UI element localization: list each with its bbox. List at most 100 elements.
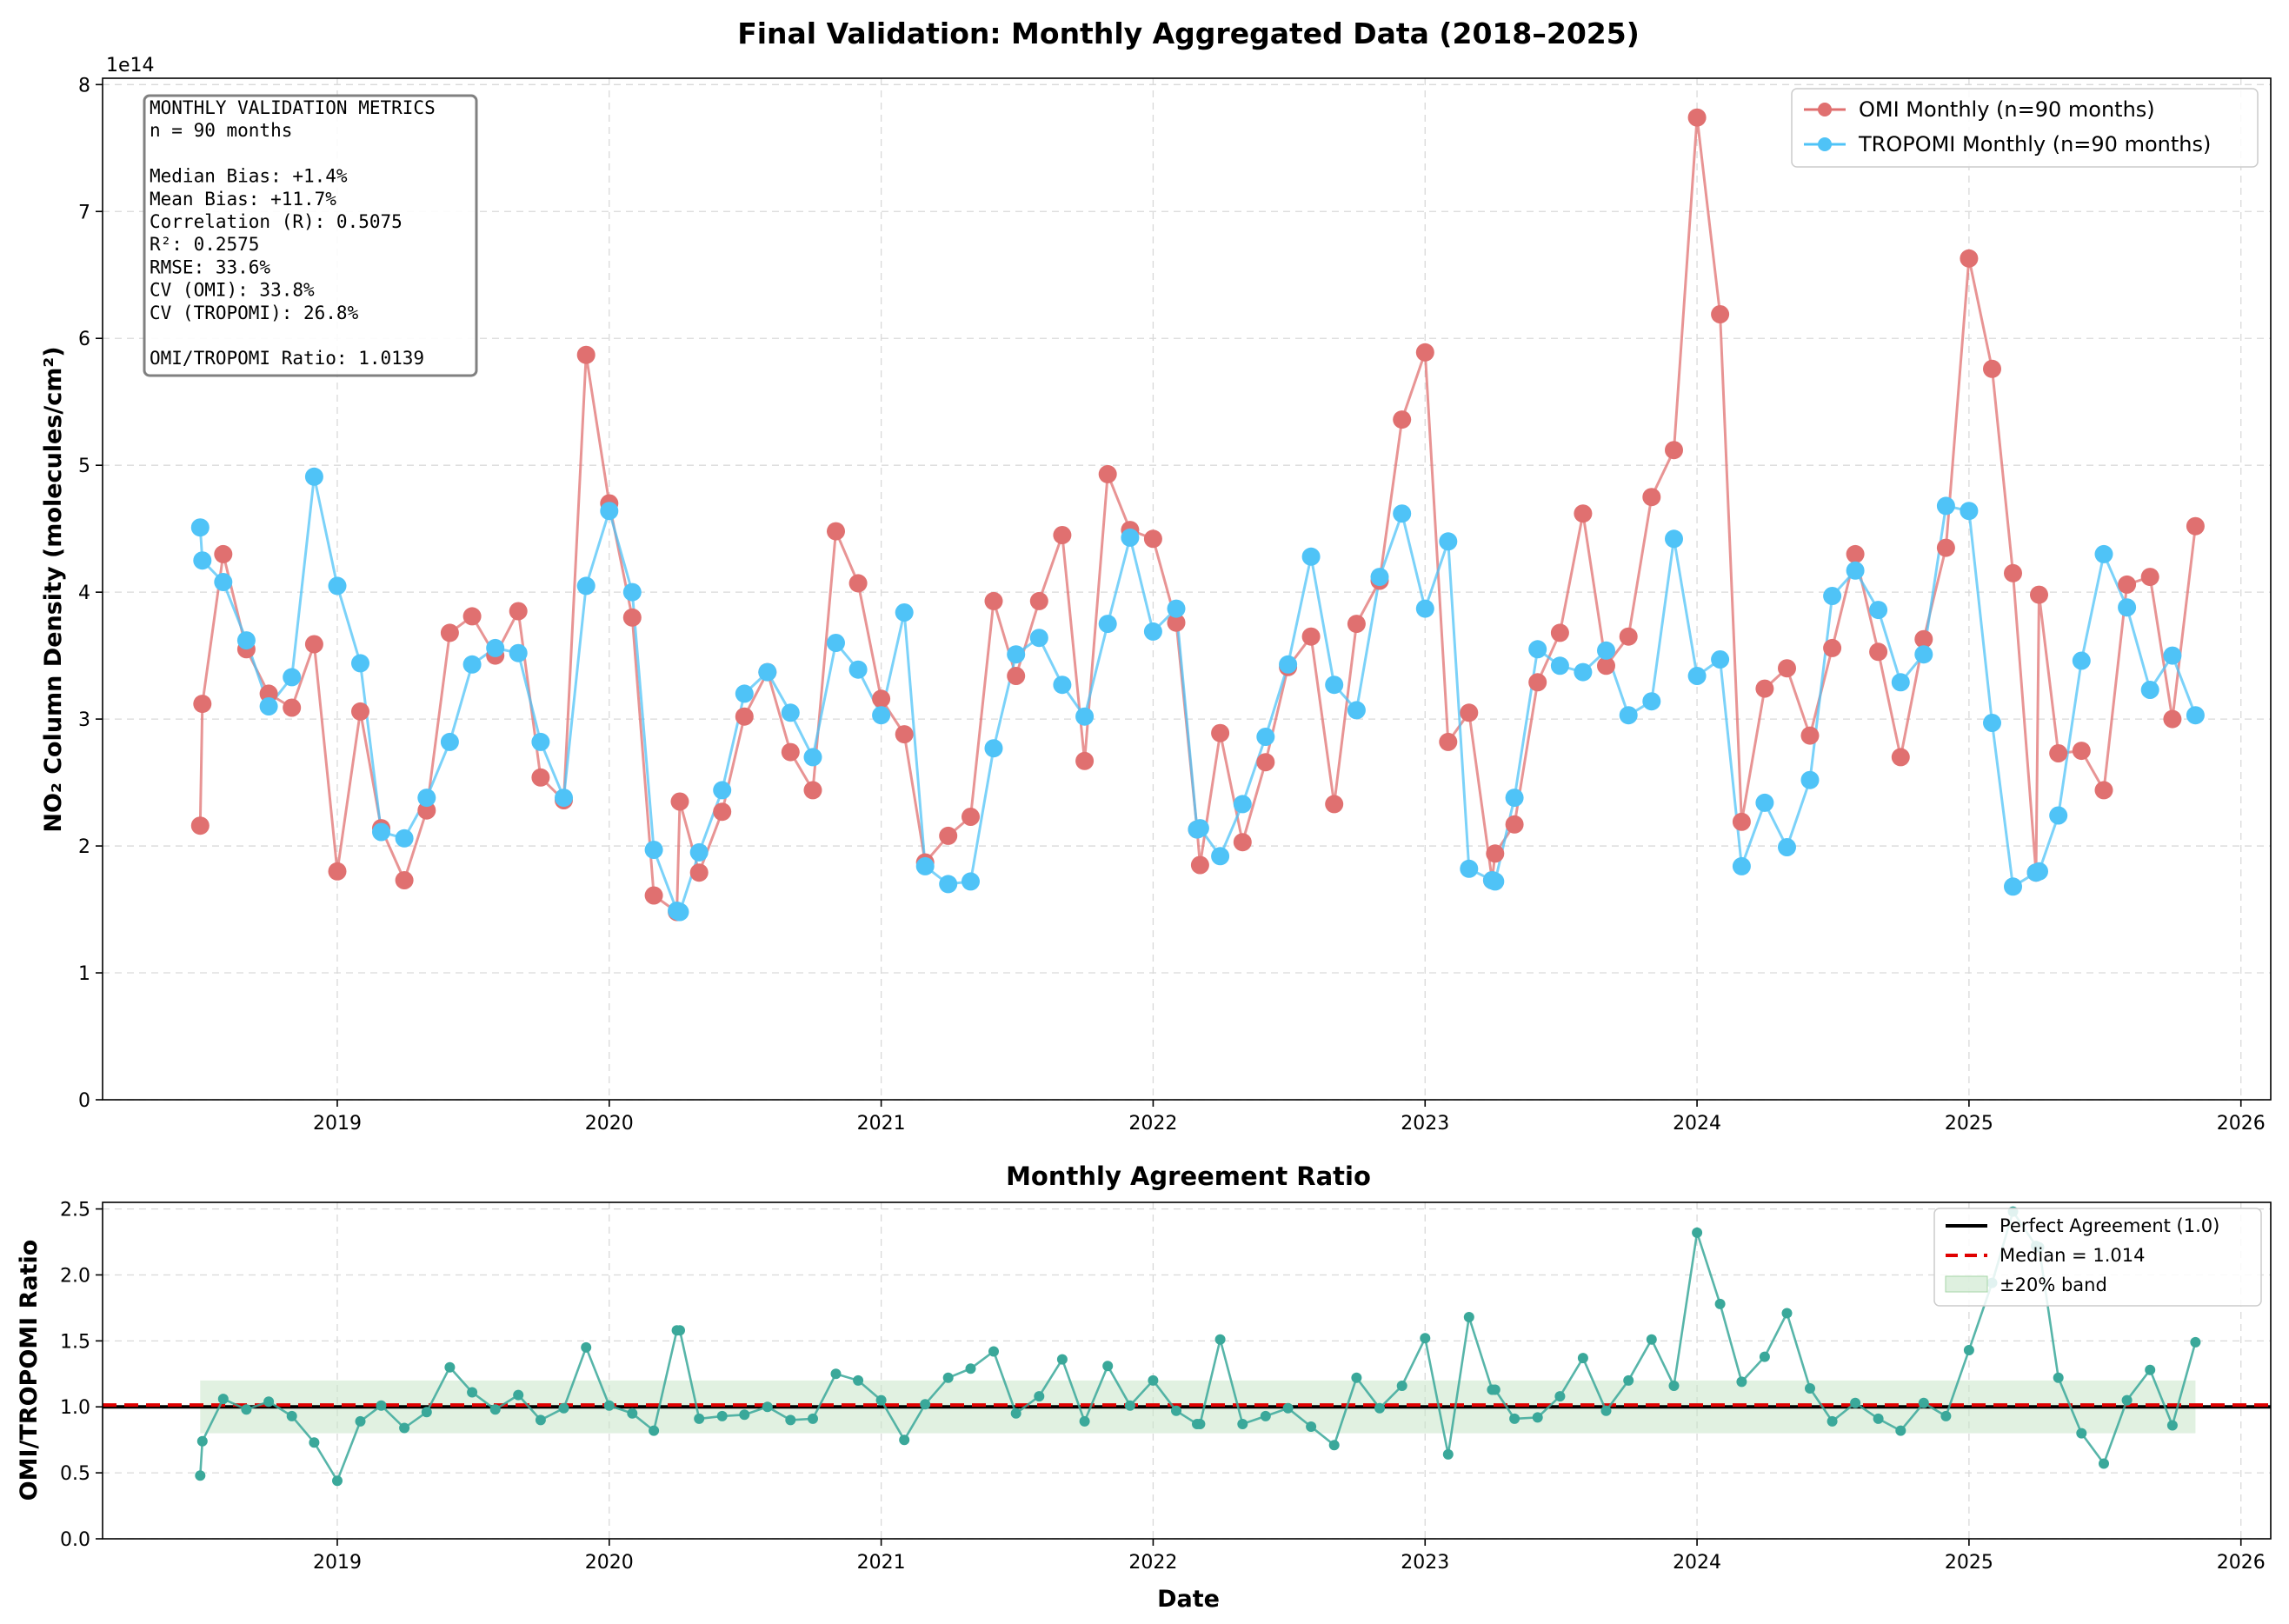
tropomi-point [644, 841, 663, 859]
top-chart-title: Final Validation: Monthly Aggregated Dat… [737, 17, 1640, 50]
tropomi-point [1755, 793, 1774, 812]
ratio-point [1623, 1374, 1634, 1386]
ratio-point [1532, 1412, 1543, 1423]
omi-point [1846, 544, 1865, 563]
omi-point [872, 689, 891, 709]
tropomi-point [1869, 601, 1888, 620]
tropomi-point [1891, 673, 1910, 692]
omi-point [1439, 732, 1458, 751]
omi-point [440, 623, 459, 642]
omi-point [1528, 673, 1547, 692]
omi-point [1233, 833, 1252, 852]
omi-point [2094, 781, 2113, 800]
tropomi-point [395, 829, 414, 848]
ratio-point [2145, 1364, 2156, 1375]
top-y-tick-label: 3 [78, 709, 90, 731]
metrics-line: Correlation (R): 0.5075 [150, 211, 403, 232]
ratio-point [739, 1409, 750, 1421]
ratio-point [875, 1394, 887, 1406]
top-y-tick-label: 8 [78, 75, 90, 97]
tropomi-point [1370, 568, 1389, 587]
ratio-point [217, 1394, 229, 1405]
omi-point [328, 862, 347, 881]
tropomi-point [1642, 692, 1661, 711]
ratio-point [627, 1408, 638, 1419]
tropomi-point [2004, 877, 2022, 896]
tropomi-point [555, 789, 573, 808]
top-y-tick-label: 0 [78, 1090, 90, 1112]
ratio-point [355, 1415, 366, 1427]
top-x-tick-label: 2020 [585, 1113, 634, 1135]
tropomi-point [1347, 701, 1366, 720]
ratio-point [1873, 1413, 1884, 1424]
omi-point [531, 768, 550, 787]
legend-omi-marker [1818, 103, 1832, 116]
top-x-tick-label: 2025 [1945, 1113, 1993, 1135]
tropomi-point [236, 631, 256, 650]
tropomi-point [1256, 728, 1275, 746]
bottom-y-tick-label: 1.5 [60, 1331, 90, 1353]
metrics-line: n = 90 months [150, 120, 292, 141]
ratio-point [1827, 1415, 1838, 1427]
ratio-point [716, 1410, 728, 1421]
tropomi-point [351, 654, 369, 673]
ratio-point [467, 1387, 478, 1398]
omi-point [395, 871, 414, 889]
ratio-point [2190, 1336, 2201, 1348]
top-y-tick-label: 5 [78, 456, 90, 477]
metrics-line: CV (OMI): 33.8% [150, 280, 315, 301]
ratio-point [1034, 1391, 1045, 1402]
ratio-point [1351, 1372, 1362, 1383]
tropomi-point [1098, 615, 1117, 634]
omi-point [689, 863, 709, 882]
tropomi-point [304, 467, 323, 486]
tropomi-point [576, 576, 596, 596]
omi-point [214, 544, 233, 563]
bottom-x-tick-label: 2025 [1945, 1552, 1993, 1574]
omi-point [1597, 656, 1615, 676]
omi-point [895, 725, 914, 744]
omi-point [509, 602, 528, 621]
tropomi-point [735, 684, 754, 703]
ratio-point [942, 1372, 954, 1383]
ratio-point [1010, 1408, 1021, 1419]
ratio-point [195, 1470, 206, 1481]
top-y-tick-label: 4 [78, 582, 90, 604]
tropomi-point [486, 638, 505, 657]
ratio-point [489, 1404, 501, 1415]
omi-point [939, 826, 958, 845]
bottom-x-tick-label: 2024 [1673, 1552, 1721, 1574]
omi-point [670, 792, 689, 811]
bottom-y-tick-label: 1.0 [60, 1397, 90, 1419]
omi-point [848, 574, 868, 593]
top-y-tick-label: 7 [78, 202, 90, 223]
omi-point [827, 522, 845, 541]
omi-point [2140, 568, 2159, 587]
ratio-point [853, 1374, 864, 1386]
ratio-point [399, 1422, 410, 1434]
tropomi-point [895, 603, 914, 622]
ratio-point [1509, 1413, 1520, 1424]
top-plot-frame [102, 77, 2272, 1101]
bottom-chart: Monthly Agreement Ratio 2019 2020 2021 2022… [16, 1161, 2272, 1613]
tropomi-point [1393, 504, 1412, 523]
ratio-point [2121, 1394, 2133, 1406]
ratio-point [1102, 1361, 1114, 1372]
tropomi-point [1233, 795, 1252, 814]
omi-point [2072, 742, 2091, 761]
omi-point [1574, 504, 1593, 523]
tropomi-point [1778, 838, 1796, 856]
metrics-line: Mean Bias: +11.7% [150, 189, 336, 210]
tropomi-point [1439, 532, 1458, 551]
omi-point [1098, 464, 1117, 483]
ratio-point [421, 1407, 432, 1418]
omi-point [1393, 410, 1412, 429]
tropomi-point [2094, 544, 2113, 563]
omi-point [1619, 627, 1638, 646]
tropomi-point [193, 551, 212, 570]
omi-point [190, 816, 210, 835]
omi-point [1075, 751, 1095, 770]
omi-point [351, 702, 369, 721]
ratio-point [808, 1413, 818, 1424]
